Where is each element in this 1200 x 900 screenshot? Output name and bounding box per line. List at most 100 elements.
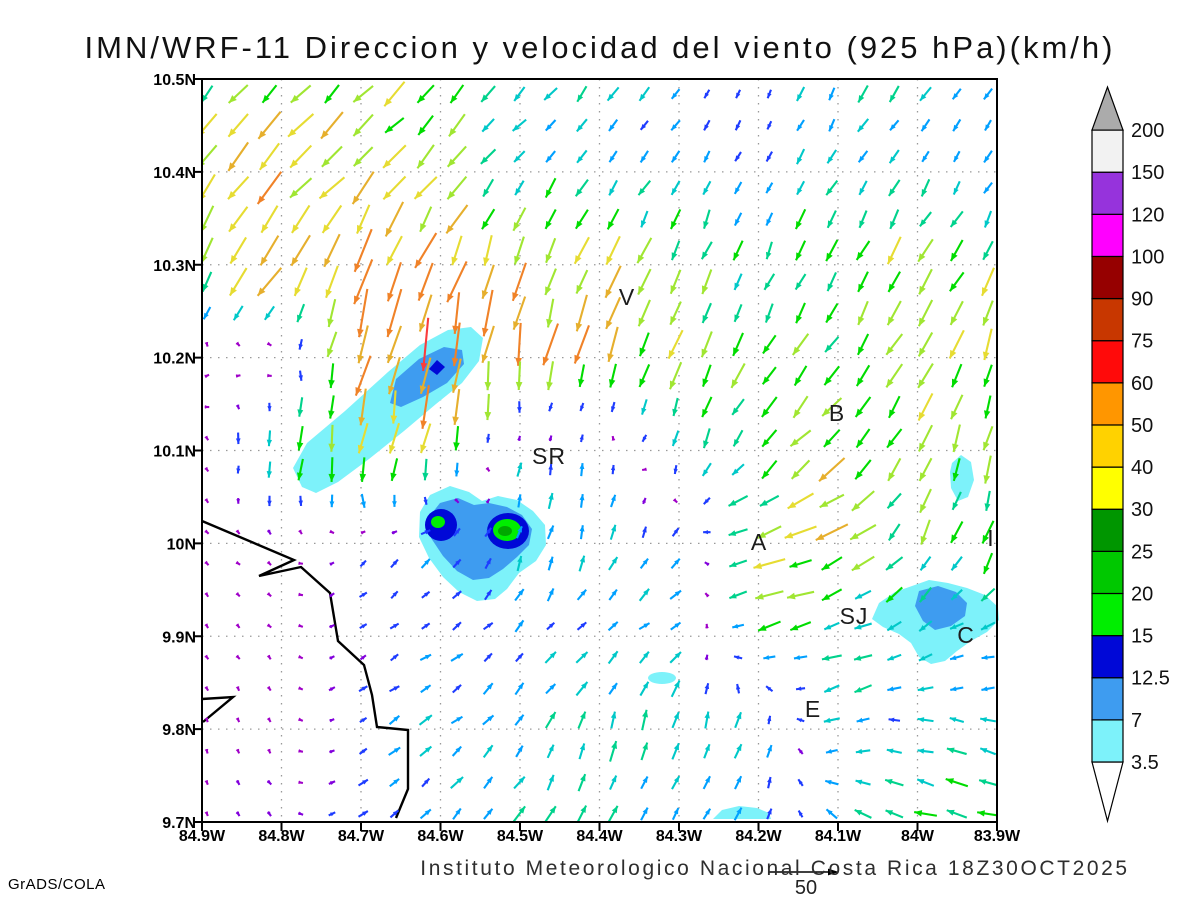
wind-arrow-head: [704, 654, 709, 660]
wind-arrow-head: [819, 500, 829, 508]
wind-arrow-head: [579, 525, 585, 532]
wind-arrow-head: [732, 407, 739, 415]
wind-arrow-head: [392, 654, 399, 660]
wind-arrow-head: [424, 591, 430, 597]
wind-arrow-head: [855, 748, 863, 754]
wind-arrow-head: [821, 655, 830, 661]
wind-arrow-head: [703, 187, 709, 195]
wind-arrow-head: [257, 195, 266, 205]
wind-arrow-head: [823, 439, 832, 447]
wind-arrow-head: [981, 686, 988, 692]
colorbar-label: 50: [1131, 415, 1153, 437]
wind-arrow-head: [888, 409, 896, 418]
wind-arrow-head: [481, 94, 489, 102]
wind-arrow-head: [981, 594, 989, 601]
wind-arrow-head: [611, 557, 618, 564]
wind-arrow-head: [233, 313, 240, 321]
page-title: IMN/WRF-11 Direccion y velocidad del vie…: [85, 30, 1116, 65]
wind-arrow-head: [235, 374, 241, 378]
wind-arrow-head: [702, 469, 709, 476]
wind-arrow-head: [580, 622, 587, 628]
wind-arrow-head: [545, 286, 552, 296]
colorbar-label: 15: [1131, 626, 1153, 648]
wind-arrow-head: [794, 377, 802, 386]
wind-arrow-head: [734, 655, 740, 660]
x-tick-label: 84.2W: [735, 828, 782, 845]
wind-arrow-head: [856, 377, 864, 387]
wind-arrow-head: [888, 532, 896, 541]
wind-arrow-head: [857, 346, 865, 355]
wind-arrow-head: [983, 410, 991, 419]
wind-arrow-head: [950, 655, 957, 661]
wind-arrow-head: [950, 686, 957, 692]
wind-arrow-head: [953, 124, 959, 132]
wind-arrow-head: [486, 589, 492, 596]
wind-arrow-head: [855, 408, 864, 418]
wind-arrow-head: [579, 434, 584, 440]
wind-arrow-head: [674, 680, 680, 688]
wind-arrow-head: [829, 93, 834, 101]
wind-arrow-head: [486, 776, 493, 784]
wind-arrow-head: [641, 407, 647, 415]
wind-arrow-head: [548, 588, 554, 595]
colorbar-label: 12.5: [1131, 668, 1170, 690]
wind-arrow-head: [605, 289, 612, 298]
wind-arrow-head: [736, 744, 742, 752]
wind-arrow-head: [420, 444, 427, 453]
wind-arrow-head: [821, 562, 830, 570]
wind-arrow-head: [482, 220, 489, 230]
wind-arrow-head: [576, 124, 583, 132]
wind-arrow-head: [548, 774, 554, 782]
wind-arrow-head: [549, 711, 556, 720]
wind-arrow-head: [885, 810, 894, 816]
wind-arrow-head: [859, 188, 865, 195]
wind-arrow-head: [701, 251, 708, 260]
wind-arrow-head: [888, 283, 896, 292]
wind-arrow-head: [611, 494, 616, 502]
wind-arrow-head: [362, 811, 368, 816]
wind-arrow-head: [765, 314, 772, 323]
wind-arrow-head: [827, 220, 834, 228]
wind-arrow-head: [417, 94, 426, 103]
wind-arrow-head: [919, 594, 927, 603]
wind-arrow-head: [640, 220, 647, 228]
wind-arrow-head: [815, 533, 825, 541]
wind-arrow-head: [517, 653, 523, 659]
wind-arrow-head: [673, 776, 680, 783]
wind-arrow-head: [393, 778, 400, 785]
wind-arrow-head: [762, 376, 770, 385]
colorbar: 3.5 7 12.5 15 20 25 30 40 50 60 75 90 100 120 150 200: [1091, 85, 1170, 824]
wind-arrow-head: [819, 473, 828, 482]
wind-arrow-head: [352, 195, 360, 205]
wind-arrow-head: [984, 124, 990, 131]
wind-arrow-head: [204, 466, 209, 472]
wind-arrow-head: [484, 411, 492, 421]
wind-arrow-head: [888, 472, 895, 481]
wind-arrow-head: [611, 589, 617, 596]
wind-arrow-head: [761, 408, 770, 418]
wind-arrow-head: [981, 624, 988, 630]
wind-arrow-head: [982, 316, 990, 326]
wind-arrow-head: [671, 92, 678, 99]
y-tick-label: 10.3N: [153, 258, 196, 275]
wind-arrow-head: [953, 187, 959, 195]
wind-arrow-head: [290, 159, 299, 168]
wind-arrow-head: [455, 684, 462, 691]
wind-arrow-head: [856, 717, 863, 723]
colorbar-segment: [1091, 255, 1124, 300]
colorbar-label: 20: [1131, 583, 1153, 605]
wind-arrow-head: [355, 386, 362, 396]
station-label-sj: SJ: [840, 603, 869, 629]
y-tick-label: 10.2N: [153, 351, 196, 368]
wind-arrow-head: [639, 347, 646, 357]
wind-arrow-head: [235, 560, 241, 565]
wind-arrow-head: [982, 534, 990, 544]
wind-arrow-head: [767, 92, 772, 99]
wind-arrow-head: [360, 501, 366, 508]
wind-arrow-head: [889, 94, 896, 103]
wind-arrow-head: [787, 501, 797, 509]
wind-arrow-head: [328, 379, 335, 389]
wind-arrow-head: [393, 747, 401, 753]
station-label-b: B: [829, 400, 845, 426]
wind-arrow-head: [673, 528, 679, 534]
